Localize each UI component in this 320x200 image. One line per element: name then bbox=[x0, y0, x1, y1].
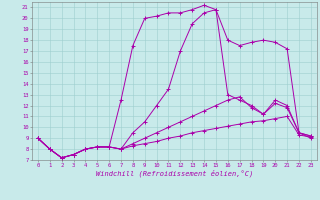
X-axis label: Windchill (Refroidissement éolien,°C): Windchill (Refroidissement éolien,°C) bbox=[96, 170, 253, 177]
